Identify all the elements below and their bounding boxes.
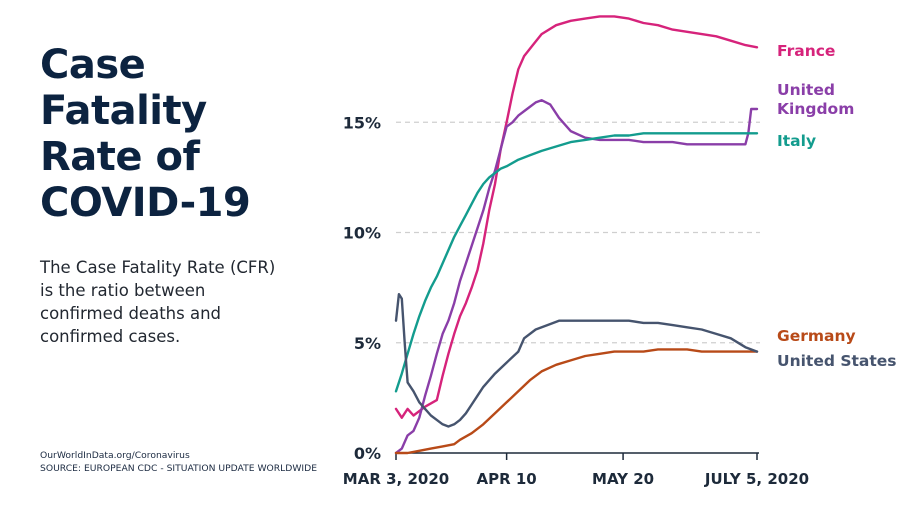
legend-label-united-kingdom: Kingdom (777, 100, 854, 118)
x-tick-label: JULY 5, 2020 (704, 470, 809, 488)
source-citation: SOURCE: EUROPEAN CDC - SITUATION UPDATE … (40, 463, 318, 474)
legend-label-united-states: United States (777, 352, 897, 370)
series-line-france (394, 15, 759, 419)
source-credit: OurWorldInData.org/Coronavirus SOURCE: E… (40, 449, 317, 475)
legend-label-united-kingdom: United (777, 81, 835, 99)
title-line: Case (40, 42, 146, 88)
x-tick-label: APR 10 (477, 470, 537, 488)
title-line: Rate of (40, 134, 200, 180)
legend-label-germany: Germany (777, 327, 856, 345)
y-tick-label: 0% (354, 444, 381, 463)
series-line-united-states (394, 293, 759, 428)
title-line: COVID-19 (40, 180, 251, 226)
y-tick-label: 15% (343, 113, 381, 132)
legend-label-italy: Italy (777, 132, 816, 150)
page-title: Case Fatality Rate of COVID-19 (40, 42, 300, 226)
description: The Case Fatality Rate (CFR) is the rati… (40, 258, 276, 346)
series-line-united-kingdom (394, 99, 759, 455)
y-tick-label: 5% (354, 334, 381, 353)
legend-label-france: France (777, 42, 835, 60)
series-line-germany (394, 348, 759, 455)
source-url: OurWorldInData.org/Coronavirus (40, 450, 190, 461)
series-line-italy (394, 132, 759, 393)
x-tick-label: MAY 20 (592, 470, 654, 488)
y-tick-label: 10% (343, 224, 381, 243)
x-tick-label: MAR 3, 2020 (343, 470, 449, 488)
title-line: Fatality (40, 88, 207, 134)
